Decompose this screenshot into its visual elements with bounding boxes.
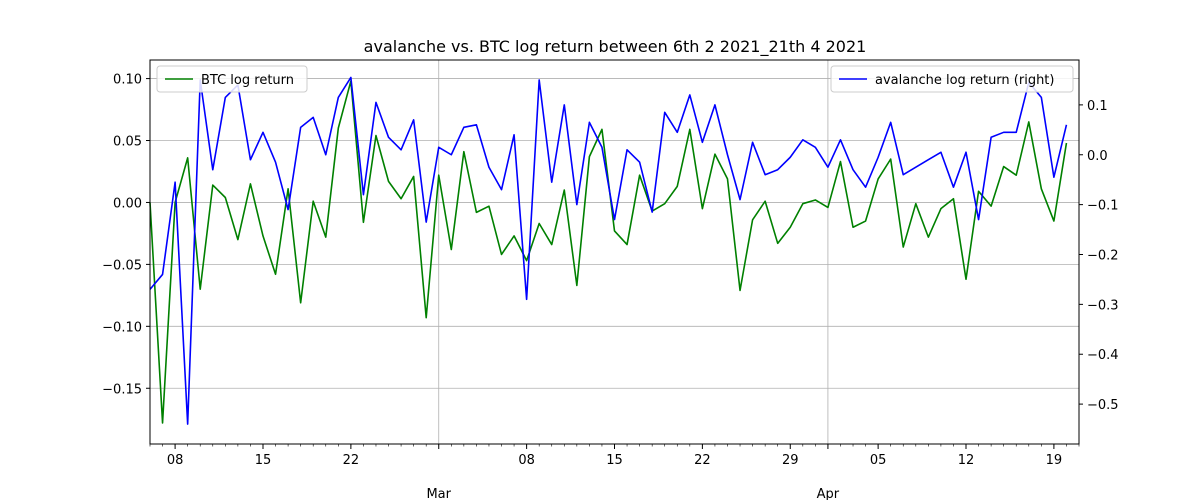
left-tick-label: −0.15 [102,382,142,397]
right-tick-label: −0.1 [1087,199,1119,214]
left-tick-label: 0.00 [113,196,142,211]
x-month-label: Mar [426,487,451,500]
left-y-axis: 0.10 0.05 0.00 −0.05 −0.10 −0.15 [102,73,150,397]
series-lines [149,76,1068,425]
x-tick-label: 05 [870,453,887,468]
plot-frame [149,59,1080,445]
grid-lines [150,60,1079,444]
legend-btc: BTC log return [156,65,308,93]
x-tick-label: 15 [255,453,272,468]
left-tick-label: 0.10 [113,73,142,88]
legend-label: BTC log return [201,73,294,88]
avalanche-series-line [149,76,1068,425]
x-tick-label: 15 [606,453,623,468]
left-tick-label: −0.05 [102,258,142,273]
x-month-label: Apr [817,487,840,500]
x-tick-label: 22 [694,453,711,468]
left-tick-label: −0.10 [102,320,142,335]
right-tick-label: 0.0 [1087,149,1108,164]
x-tick-label: 08 [518,453,535,468]
right-tick-label: −0.2 [1087,248,1119,263]
right-y-axis: 0.1 0.0 −0.1 −0.2 −0.3 −0.4 −0.5 [1079,99,1119,413]
chart-title: avalanche vs. BTC log return between 6th… [364,37,867,57]
x-tick-label: 29 [782,453,799,468]
legend-avalanche: avalanche log return (right) [830,65,1074,93]
x-tick-label: 08 [167,453,184,468]
left-tick-label: 0.05 [113,135,142,150]
x-tick-label: 12 [958,453,975,468]
btc-series-line [149,80,1068,424]
legend-box [830,65,1074,93]
legend-label: avalanche log return (right) [875,73,1054,88]
right-tick-label: 0.1 [1087,99,1108,114]
right-tick-label: −0.3 [1087,298,1119,313]
right-tick-label: −0.5 [1087,398,1119,413]
right-tick-label: −0.4 [1087,348,1119,363]
x-tick-label: 19 [1046,453,1063,468]
x-axis: 08 15 22 08 15 22 29 05 12 19 Mar Apr [149,444,1080,500]
x-tick-label: 22 [343,453,360,468]
legend-box [156,65,308,93]
